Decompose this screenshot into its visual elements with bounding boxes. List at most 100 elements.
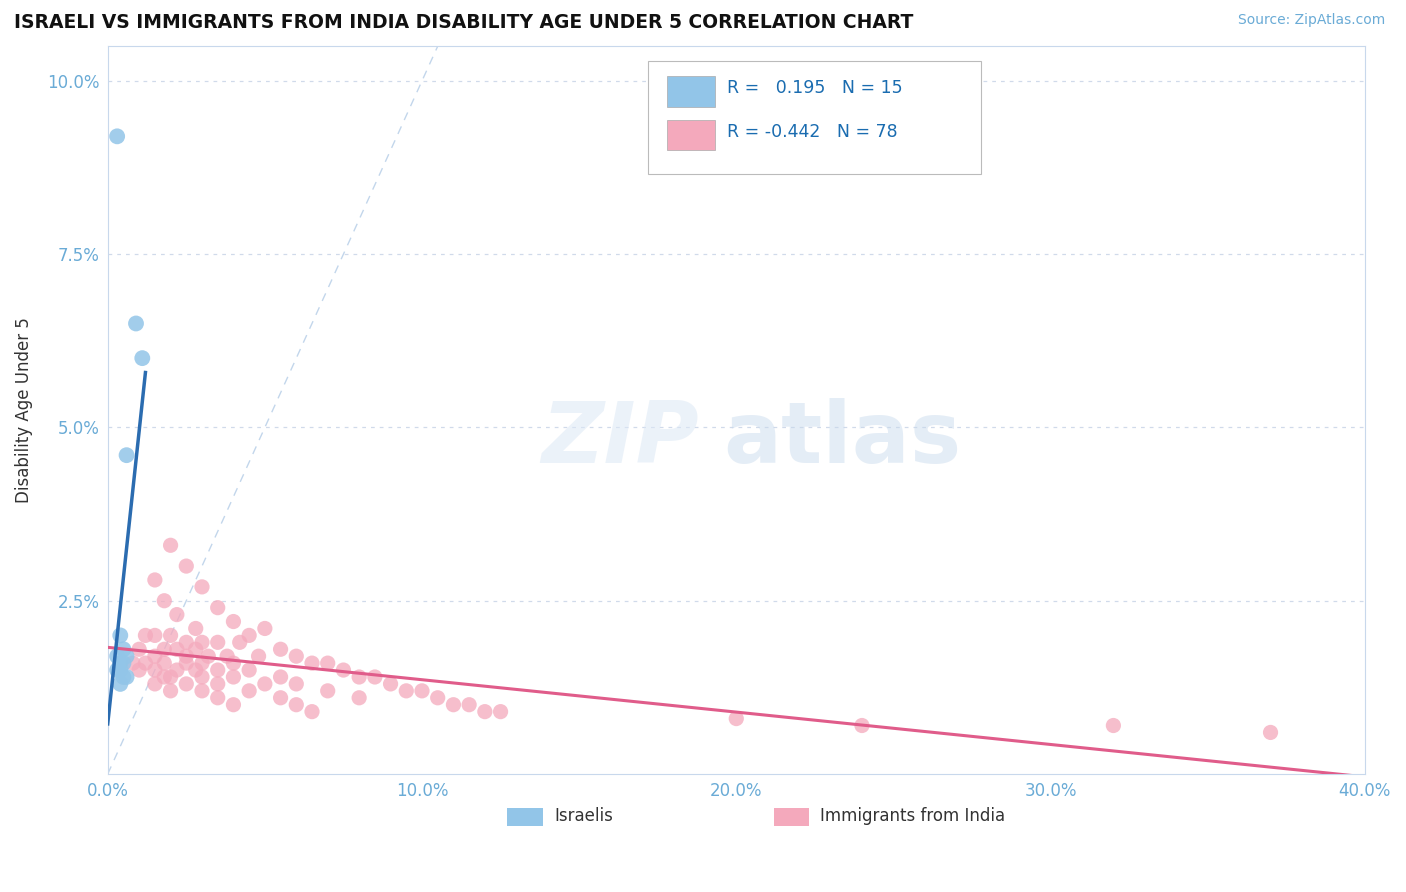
Point [112, 642, 135, 657]
Point [153, 593, 176, 607]
Point [110, 677, 132, 691]
Point [153, 642, 176, 657]
FancyBboxPatch shape [666, 120, 714, 150]
Point [347, 670, 370, 684]
Point [125, 317, 148, 331]
Point [197, 649, 219, 664]
Point [105, 649, 128, 664]
Point [184, 622, 207, 636]
Point [153, 670, 176, 684]
Point [115, 670, 138, 684]
Point [166, 642, 188, 657]
Point [207, 635, 229, 649]
Point [153, 656, 176, 670]
Point [301, 705, 323, 719]
Point [222, 670, 245, 684]
Point [316, 656, 339, 670]
Point [725, 712, 748, 726]
Point [222, 698, 245, 712]
Point [191, 670, 214, 684]
Text: R = -0.442   N = 78: R = -0.442 N = 78 [727, 123, 898, 141]
Point [285, 649, 308, 664]
Point [191, 635, 214, 649]
Point [159, 628, 181, 642]
Point [247, 649, 270, 664]
Point [253, 677, 276, 691]
Text: Source: ZipAtlas.com: Source: ZipAtlas.com [1237, 13, 1385, 28]
Y-axis label: Disability Age Under 5: Disability Age Under 5 [15, 318, 32, 503]
FancyBboxPatch shape [666, 76, 714, 107]
Point [159, 683, 181, 698]
Point [1102, 718, 1125, 732]
Point [395, 683, 418, 698]
Point [238, 628, 260, 642]
Point [458, 698, 481, 712]
Point [174, 677, 197, 691]
FancyBboxPatch shape [508, 807, 543, 826]
Point [110, 656, 132, 670]
Point [851, 718, 873, 732]
Point [426, 690, 449, 705]
Point [347, 690, 370, 705]
Point [166, 663, 188, 677]
Point [228, 635, 250, 649]
Point [285, 677, 308, 691]
Point [174, 656, 197, 670]
Point [474, 705, 496, 719]
Point [112, 670, 135, 684]
Point [270, 670, 292, 684]
Point [332, 663, 354, 677]
Point [217, 649, 239, 664]
Point [411, 683, 433, 698]
Point [380, 677, 402, 691]
Point [301, 656, 323, 670]
Point [1260, 725, 1282, 739]
Point [207, 690, 229, 705]
Point [270, 690, 292, 705]
Point [207, 677, 229, 691]
Point [441, 698, 464, 712]
Point [184, 663, 207, 677]
Point [121, 656, 143, 670]
Point [134, 628, 156, 642]
Point [159, 538, 181, 552]
Point [110, 663, 132, 677]
FancyBboxPatch shape [773, 807, 810, 826]
Point [238, 683, 260, 698]
Text: ISRAELI VS IMMIGRANTS FROM INDIA DISABILITY AGE UNDER 5 CORRELATION CHART: ISRAELI VS IMMIGRANTS FROM INDIA DISABIL… [14, 13, 914, 32]
Point [207, 663, 229, 677]
Text: R =   0.195   N = 15: R = 0.195 N = 15 [727, 79, 903, 97]
Point [143, 628, 166, 642]
Point [191, 683, 214, 698]
Point [222, 615, 245, 629]
Point [174, 649, 197, 664]
Point [143, 677, 166, 691]
Point [134, 656, 156, 670]
Point [489, 705, 512, 719]
FancyBboxPatch shape [648, 61, 981, 174]
Text: Israelis: Israelis [554, 807, 613, 825]
Point [191, 656, 214, 670]
Point [105, 129, 128, 144]
Text: Immigrants from India: Immigrants from India [821, 807, 1005, 825]
Text: atlas: atlas [724, 398, 962, 481]
Point [131, 351, 153, 365]
Point [184, 642, 207, 657]
Point [115, 448, 138, 462]
Point [105, 663, 128, 677]
Point [174, 635, 197, 649]
Point [159, 670, 181, 684]
Point [143, 649, 166, 664]
Point [174, 559, 197, 574]
Point [128, 663, 150, 677]
Point [128, 642, 150, 657]
Point [270, 642, 292, 657]
Point [110, 628, 132, 642]
Point [238, 663, 260, 677]
Point [115, 649, 138, 664]
Text: ZIP: ZIP [541, 398, 699, 481]
Point [191, 580, 214, 594]
Point [143, 573, 166, 587]
Point [364, 670, 387, 684]
Point [207, 600, 229, 615]
